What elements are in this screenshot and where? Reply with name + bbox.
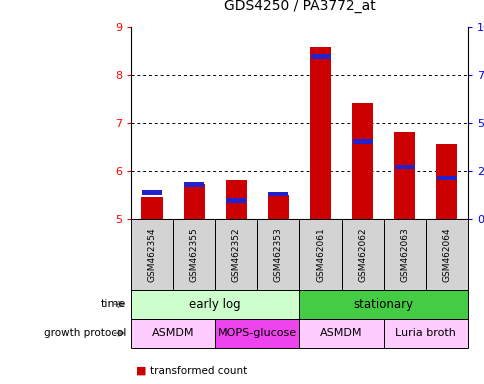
Bar xyxy=(141,197,162,219)
Bar xyxy=(436,176,456,180)
Text: GSM462352: GSM462352 xyxy=(231,227,240,282)
Bar xyxy=(131,290,299,319)
Bar xyxy=(309,47,331,219)
Text: transformed count: transformed count xyxy=(150,366,247,376)
Bar xyxy=(425,219,467,290)
Text: GSM462061: GSM462061 xyxy=(316,227,324,282)
Text: stationary: stationary xyxy=(353,298,413,311)
Text: early log: early log xyxy=(189,298,241,311)
Bar xyxy=(173,219,215,290)
Text: GDS4250 / PA3772_at: GDS4250 / PA3772_at xyxy=(223,0,375,13)
Text: GSM462062: GSM462062 xyxy=(358,227,366,282)
Bar xyxy=(310,54,330,59)
Bar xyxy=(299,319,383,348)
Text: ASMDM: ASMDM xyxy=(320,328,362,338)
Bar xyxy=(299,290,467,319)
Text: ASMDM: ASMDM xyxy=(151,328,194,338)
Bar xyxy=(351,103,373,219)
Bar xyxy=(268,192,288,196)
Text: ■: ■ xyxy=(136,366,146,376)
Bar xyxy=(183,184,204,219)
Text: MOPS-glucose: MOPS-glucose xyxy=(217,328,296,338)
Text: GSM462354: GSM462354 xyxy=(147,227,156,282)
Bar xyxy=(131,319,215,348)
Bar xyxy=(352,139,372,144)
Bar xyxy=(394,165,414,169)
Bar xyxy=(215,219,257,290)
Text: growth protocol: growth protocol xyxy=(44,328,126,338)
Text: GSM462064: GSM462064 xyxy=(441,227,451,282)
Bar xyxy=(257,219,299,290)
Bar xyxy=(383,319,467,348)
Bar xyxy=(184,182,204,187)
Bar xyxy=(267,195,288,219)
Bar xyxy=(299,219,341,290)
Text: GSM462353: GSM462353 xyxy=(273,227,282,282)
Text: time: time xyxy=(101,299,126,310)
Bar xyxy=(142,190,162,195)
Bar xyxy=(393,131,414,219)
Bar xyxy=(341,219,383,290)
Bar xyxy=(436,144,456,219)
Text: Luria broth: Luria broth xyxy=(394,328,455,338)
Bar xyxy=(131,219,173,290)
Bar xyxy=(225,180,246,219)
Bar xyxy=(226,198,246,203)
Bar xyxy=(215,319,299,348)
Text: GSM462063: GSM462063 xyxy=(399,227,408,282)
Text: GSM462355: GSM462355 xyxy=(189,227,198,282)
Bar xyxy=(383,219,425,290)
